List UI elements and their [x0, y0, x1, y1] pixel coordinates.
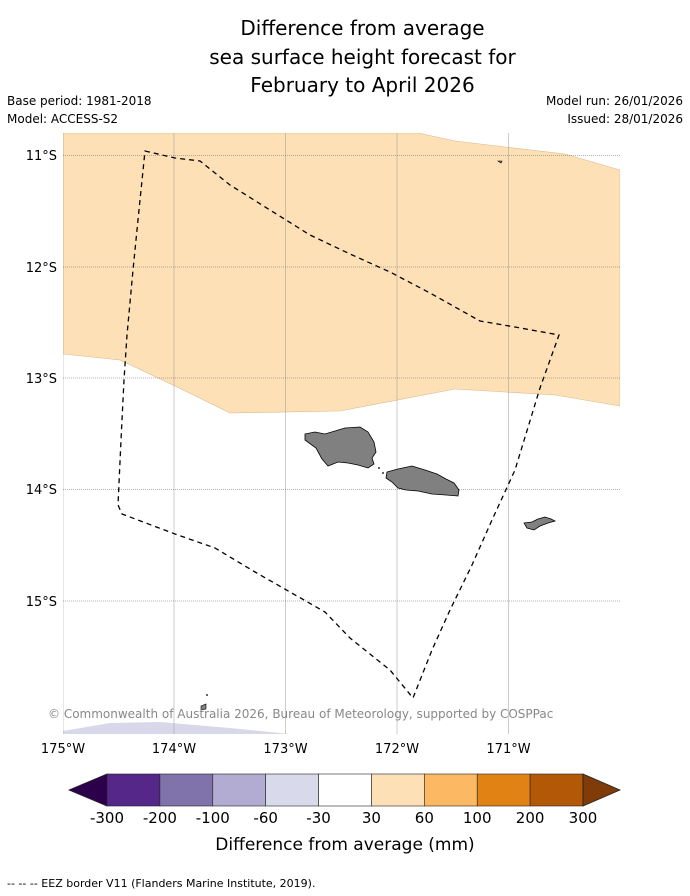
model-run: Model run: 26/01/2026 — [545, 94, 683, 108]
colorbar-bin — [318, 773, 372, 807]
island-tutuila — [523, 516, 557, 531]
lon-label: 173°W — [263, 742, 307, 757]
colorbar-tick-label: -60 — [253, 809, 278, 827]
lon-label: 175°W — [41, 742, 85, 757]
colorbar-bin — [159, 773, 214, 807]
lat-label: 11°S — [26, 149, 57, 164]
colorbar: -300 -200 -100 -60 -30 30 60 100 200 300 Differen… — [67, 773, 622, 855]
base-period: Base period: 1981-2018 — [7, 94, 152, 108]
title-line-3: February to April 2026 — [250, 73, 475, 97]
issued-date: Issued: 28/01/2026 — [567, 112, 683, 126]
meta-right: Model run: 26/01/2026 Issued: 28/01/2026 — [546, 94, 683, 130]
colorbar-label: Difference from average (mm) — [215, 835, 474, 855]
title-line-1: Difference from average — [240, 16, 485, 40]
lon-label: 172°W — [375, 742, 419, 757]
eez-legend-note: -- -- -- EEZ border V11 (Flanders Marine… — [7, 877, 316, 890]
colorbar-tick-label: 100 — [463, 809, 492, 827]
colorbar-bin — [529, 773, 584, 807]
islet — [206, 694, 208, 696]
colorbar-tick-label: -100 — [196, 809, 230, 827]
island-savaii — [304, 426, 377, 469]
lat-label: 13°S — [26, 372, 57, 387]
model-name: Model: ACCESS-S2 — [7, 112, 119, 126]
colorbar-under-arrow — [67, 773, 108, 807]
lon-labels: 175°W 174°W 173°W 172°W 171°W — [41, 742, 531, 757]
lat-label: 14°S — [26, 483, 57, 498]
positive-anomaly-region — [63, 133, 620, 414]
negative-anomaly-region — [63, 722, 290, 734]
colorbar-tick-label: -200 — [143, 809, 177, 827]
colorbar-bin — [106, 773, 161, 807]
colorbar-tick-label: 30 — [362, 809, 381, 827]
colorbar-tick-label: -300 — [90, 809, 124, 827]
colorbar-bin — [371, 773, 425, 807]
colorbar-over-arrow — [582, 773, 622, 807]
colorbar-bin — [424, 773, 478, 807]
island-upolu — [385, 465, 460, 497]
lat-label: 12°S — [26, 261, 57, 276]
colorbar-tick-label: 200 — [516, 809, 545, 827]
colorbar-tick-label: -30 — [306, 809, 331, 827]
lat-graticule — [63, 155, 620, 602]
colorbar-bin — [212, 773, 266, 807]
colorbar-bin — [476, 773, 531, 807]
island-northern-islet — [497, 160, 503, 164]
colorbar-tick-label: 300 — [569, 809, 598, 827]
lat-labels: 11°S 12°S 13°S 14°S 15°S — [26, 149, 57, 610]
colorbar-tick-label: 60 — [415, 809, 434, 827]
islet — [382, 472, 384, 474]
lon-label: 171°W — [486, 742, 530, 757]
lat-label: 15°S — [26, 595, 57, 610]
map-title: Difference from average sea surface heig… — [0, 14, 690, 100]
meta-left: Base period: 1981-2018 Model: ACCESS-S2 — [7, 94, 152, 130]
title-line-2: sea surface height forecast for — [209, 44, 516, 69]
colorbar-bin — [265, 773, 319, 807]
copyright-notice: © Commonwealth of Australia 2026, Bureau… — [48, 707, 553, 721]
island-southern-islet — [200, 703, 207, 711]
lon-label: 174°W — [152, 742, 196, 757]
map-figure: © Commonwealth of Australia 2026, Bureau… — [26, 133, 622, 855]
graticule — [63, 133, 509, 734]
islet — [378, 467, 380, 469]
eez-border — [117, 150, 560, 700]
